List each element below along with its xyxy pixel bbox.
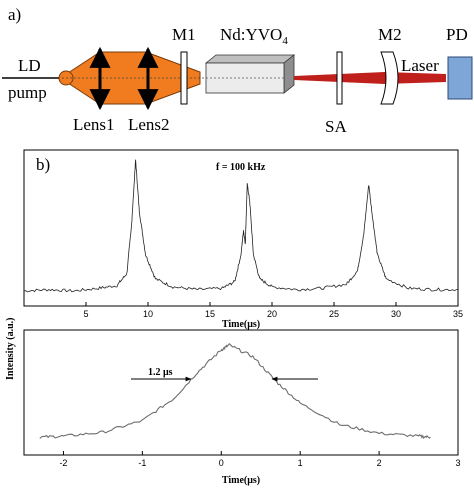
ld-label: LD [18,56,41,75]
bottom-x-tick-label: 0 [219,458,224,468]
bottom-x-tick-label: -1 [138,458,146,468]
setup-schematic: a) LD pump Lens1 Lens2 M1 Nd:YVO4 SA [2,5,473,136]
m1-label: M1 [172,25,196,44]
m1-mirror [180,51,188,105]
laser-beam [294,72,446,84]
m2-label: M2 [378,25,402,44]
top-x-tick-label: 15 [205,309,215,319]
bottom-x-axis-label: Time(μs) [222,475,260,486]
top-plot-frame [23,149,459,307]
m2-mirror [380,51,399,105]
pd-label: PD [446,25,468,44]
top-x-tick-label: 25 [329,309,339,319]
top-x-tick-label: 35 [453,309,463,319]
lens1-label: Lens1 [73,115,115,134]
frequency-annotation: f = 100 kHz [216,162,266,173]
bottom-x-tick-label: 2 [377,458,382,468]
panel-a-label: a) [8,5,21,24]
top-x-axis: 5 10 15 20 25 30 35 [83,302,463,319]
bottom-x-tick-label: -2 [59,458,67,468]
top-x-tick-label: 30 [391,309,401,319]
top-x-tick-label: 10 [143,309,153,319]
top-x-tick-label: 5 [83,309,88,319]
laser-label: Laser [401,56,439,75]
nd-yvo4-crystal [204,54,296,94]
crystal-label: Nd:YVO4 [220,25,288,47]
lens2-label: Lens2 [128,115,170,134]
sa-element [336,51,343,105]
pump-label: pump [8,83,47,102]
sa-label: SA [325,117,347,136]
bottom-plot-frame [23,329,459,456]
panel-b-label: b) [36,155,50,174]
bottom-x-axis: -2 -1 0 1 2 3 [59,451,461,468]
pd-detector [447,56,473,100]
bottom-single-pulse-line [39,343,431,439]
top-x-tick-label: 20 [267,309,277,319]
bottom-x-tick-label: 3 [455,458,460,468]
y-axis-label: Intensity (a.u.) [5,317,16,380]
top-pulse-train-line [23,159,458,293]
bottom-x-tick-label: 1 [298,458,303,468]
oscilloscope-traces: b) f = 100 kHz Intensity (a.u.) 5 10 15 20 2… [5,149,463,486]
pulse-width-label: 1.2 μs [148,367,173,378]
top-x-axis-label: Time(μs) [222,319,260,330]
